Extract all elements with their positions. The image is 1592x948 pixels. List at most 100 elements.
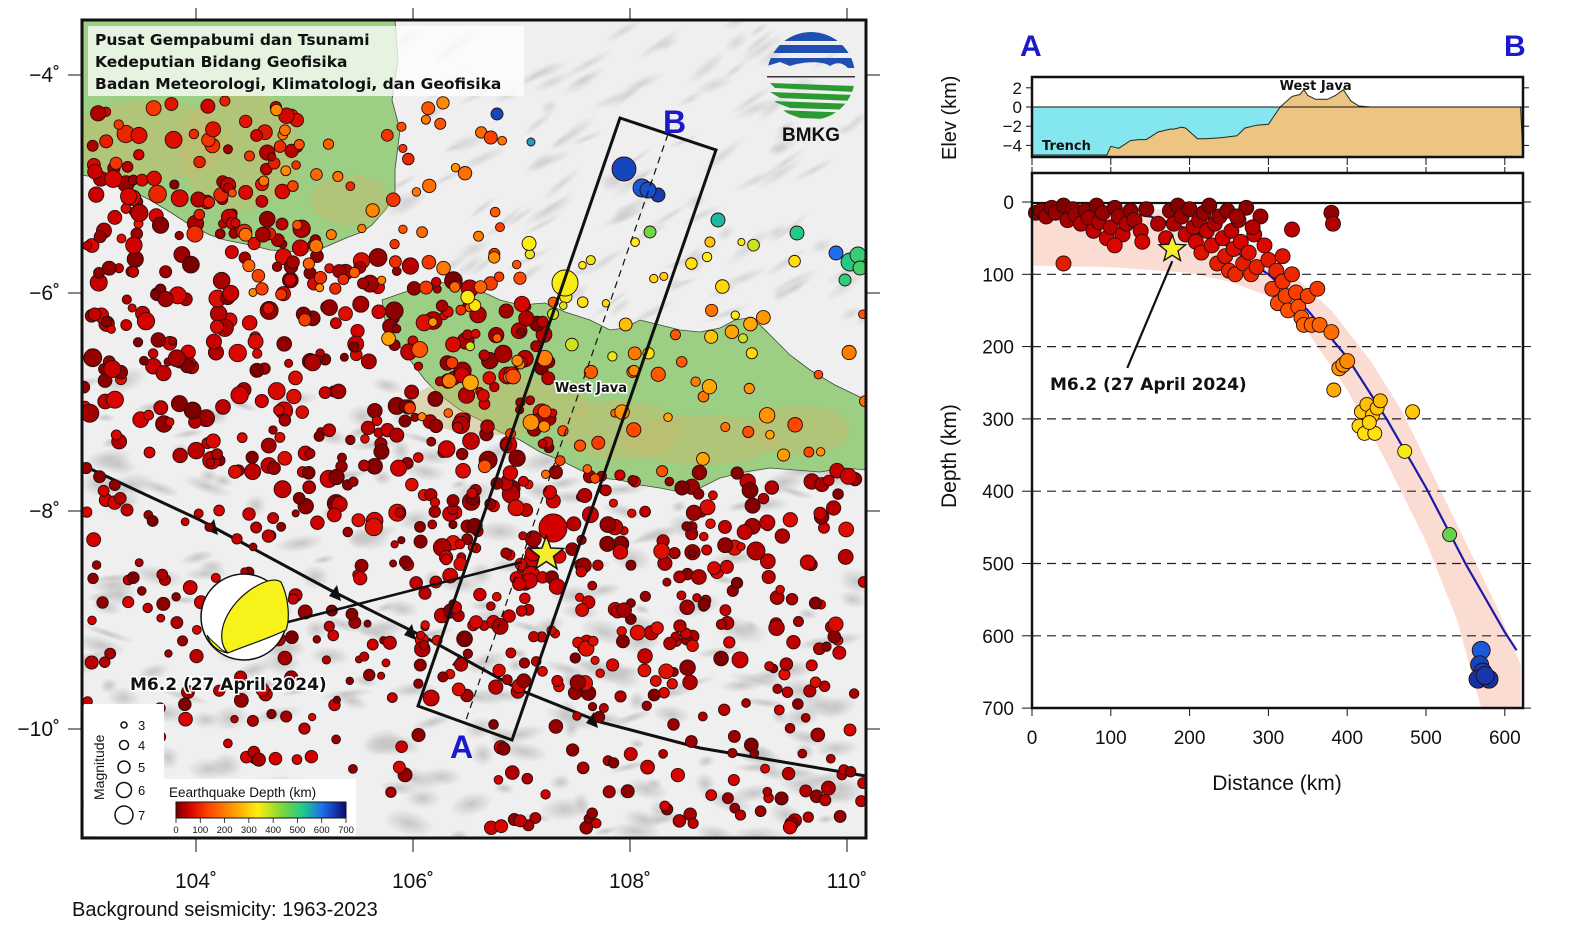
epicenter	[82, 380, 91, 394]
epicenter	[476, 389, 490, 402]
epicenter	[238, 227, 253, 242]
epicenter	[382, 635, 397, 650]
epicenter	[211, 448, 223, 460]
depth-colorbar-tick: 400	[265, 825, 281, 836]
epicenter	[469, 615, 483, 629]
epicenter	[93, 267, 105, 279]
epicenter	[389, 427, 405, 443]
epicenter	[252, 348, 263, 359]
epicenter	[516, 673, 532, 689]
epicenter	[174, 230, 184, 241]
hypocenter	[1228, 208, 1245, 225]
epicenter	[273, 140, 287, 153]
epicenter	[130, 203, 149, 223]
epicenter	[330, 383, 347, 400]
epicenter	[690, 376, 701, 387]
epicenter	[451, 682, 466, 697]
epicenter	[150, 289, 161, 300]
epicenter	[445, 356, 459, 369]
epicenter	[742, 425, 755, 438]
epicenter	[309, 239, 324, 254]
epicenter	[687, 548, 697, 558]
epicenter	[230, 714, 239, 724]
magnitude-label: 7	[138, 808, 145, 823]
epicenter	[773, 704, 785, 716]
epicenter	[730, 310, 740, 320]
epicenter	[329, 282, 342, 295]
epicenter	[421, 254, 437, 270]
epicenter	[737, 238, 746, 247]
depth-colorbar-tick: 200	[217, 825, 233, 836]
epicenter	[640, 759, 655, 775]
depth-section-chart: 0 100 200 300 400 500 600 700 0 100 200 300 400 500 60…	[982, 167, 1531, 749]
epicenter	[230, 217, 241, 228]
hypocenter	[1442, 527, 1458, 543]
hypocenter	[1201, 197, 1218, 214]
epicenter	[492, 663, 506, 678]
epicenter	[687, 817, 699, 829]
epicenter	[301, 466, 316, 480]
epicenter	[488, 719, 499, 730]
epicenter	[512, 576, 527, 592]
epicenter	[470, 328, 481, 339]
epicenter	[331, 734, 341, 745]
epicenter	[704, 236, 716, 248]
epicenter	[310, 515, 325, 530]
depth-tick-label: 700	[982, 699, 1014, 720]
magnitude-legend: Magnitude 3 4 5 6 7	[84, 704, 164, 836]
epicenter	[312, 635, 322, 644]
epicenter	[587, 635, 599, 647]
hypocenter	[1252, 208, 1269, 225]
epicenter	[797, 748, 808, 759]
epicenter	[420, 620, 430, 630]
epicenter	[106, 390, 124, 409]
epicenter	[460, 289, 475, 305]
epicenter	[345, 434, 356, 446]
epicenter	[413, 534, 428, 549]
epicenter	[391, 324, 402, 334]
epicenter	[298, 313, 312, 327]
elev-tick-label: −4	[1003, 136, 1022, 155]
epicenter	[782, 820, 798, 835]
epicenter	[412, 452, 424, 463]
epicenter	[146, 170, 162, 187]
epicenter	[855, 795, 866, 808]
hypocenter	[1311, 316, 1328, 333]
epicenter	[710, 212, 726, 228]
elevation-profile	[1031, 88, 1524, 158]
epicenter	[371, 304, 387, 320]
epicenter	[329, 317, 342, 330]
epicenter	[267, 461, 281, 476]
epicenter	[275, 288, 288, 301]
epicenter	[376, 275, 387, 285]
epicenter	[151, 216, 170, 234]
hypocenter	[1055, 255, 1072, 272]
epicenter	[273, 480, 292, 499]
epicenter	[291, 509, 300, 518]
epicenter	[639, 181, 657, 199]
epicenter	[262, 302, 275, 315]
epicenter	[180, 517, 190, 527]
epicenter	[838, 521, 855, 538]
epicenter	[482, 371, 497, 385]
epicenter	[270, 103, 283, 117]
epicenter	[357, 277, 369, 290]
elev-tick-label: 2	[1013, 79, 1022, 98]
epicenter	[462, 648, 474, 659]
epicenter	[134, 558, 144, 568]
section-event-label: M6.2 (27 April 2024)	[1050, 375, 1247, 395]
epicenter	[167, 349, 186, 368]
epicenter	[126, 571, 140, 584]
epicenter	[629, 624, 646, 641]
lon-tick-label: 110˚	[827, 870, 867, 893]
epicenter	[125, 236, 143, 254]
depth-frame	[1030, 171, 1525, 710]
epicenter	[627, 475, 639, 486]
epicenter	[381, 331, 396, 346]
epicenter	[202, 196, 216, 209]
epicenter	[741, 698, 751, 708]
epicenter	[623, 747, 638, 761]
epicenter	[679, 659, 696, 676]
epicenter	[287, 180, 299, 192]
epicenter	[650, 621, 664, 635]
